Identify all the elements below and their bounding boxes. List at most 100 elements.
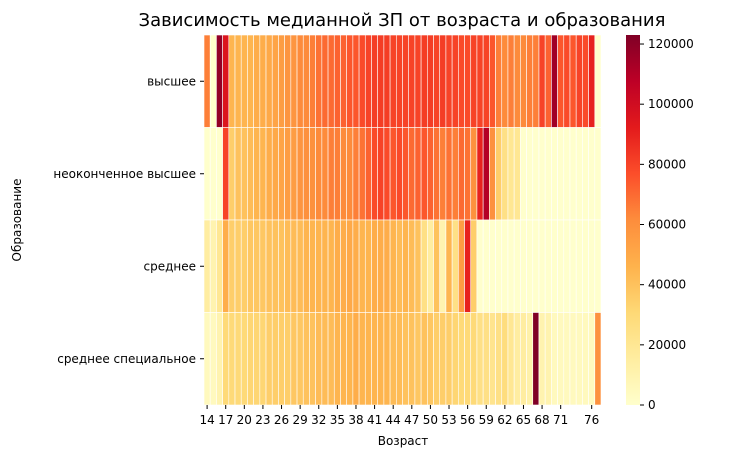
heatmap-cell	[290, 219, 298, 313]
heatmap-cell	[296, 219, 304, 313]
heatmap-cell	[520, 312, 527, 406]
heatmap-cell	[358, 34, 366, 128]
heatmap-cell	[247, 219, 254, 313]
heatmap-cell	[389, 34, 397, 128]
heatmap-cell	[588, 127, 596, 221]
heatmap-cell	[364, 312, 372, 406]
heatmap-cell	[247, 312, 254, 406]
x-tick-label: 35	[330, 413, 345, 427]
colorbar	[626, 35, 640, 405]
heatmap-cell	[389, 219, 397, 313]
x-tick-label: 26	[274, 413, 289, 427]
heatmap-cell	[259, 127, 267, 221]
heatmap-cell	[563, 127, 571, 221]
heatmap-cell	[228, 127, 236, 221]
heatmap-cell	[321, 127, 329, 221]
x-tick-label: 50	[423, 413, 438, 427]
heatmap-cell	[458, 34, 465, 128]
heatmap-cell	[476, 127, 484, 221]
heatmap-cell	[209, 219, 217, 313]
heatmap-cell	[489, 127, 496, 221]
heatmap-cell	[526, 127, 534, 221]
heatmap-cell	[203, 127, 211, 221]
heatmap-cell	[247, 34, 254, 128]
heatmap-cell	[526, 219, 534, 313]
heatmap-cell	[569, 127, 577, 221]
heatmap-cell	[216, 312, 223, 406]
colorbar-tick-label: 0	[648, 398, 656, 412]
heatmap-cell	[234, 219, 242, 313]
heatmap-cell	[395, 219, 403, 313]
heatmap-cell	[526, 312, 534, 406]
heatmap-cell	[420, 34, 428, 128]
x-tick-label: 76	[584, 413, 599, 427]
heatmap-cell	[408, 34, 416, 128]
heatmap-cell	[414, 219, 422, 313]
x-tick-label: 71	[553, 413, 568, 427]
y-axis: высшее неоконченное высшее среднее среднее …	[53, 74, 204, 366]
heatmap-cell	[495, 34, 503, 128]
heatmap-cell	[557, 312, 565, 406]
heatmap-cell	[544, 219, 552, 313]
heatmap-cell	[470, 127, 478, 221]
y-tick-label: среднее	[143, 259, 196, 273]
heatmap-cell	[557, 34, 565, 128]
heatmap-cell	[464, 127, 472, 221]
heatmap-cell	[340, 127, 347, 221]
heatmap-cell	[513, 34, 521, 128]
heatmap-cell	[501, 219, 509, 313]
x-tick-label: 53	[441, 413, 456, 427]
heatmap-cell	[309, 312, 316, 406]
heatmap-cell	[582, 127, 589, 221]
heatmap-cell	[364, 127, 372, 221]
heatmap-cell	[389, 127, 397, 221]
heatmap-cell	[383, 34, 391, 128]
heatmap-cell	[470, 219, 478, 313]
heatmap-cell	[371, 34, 378, 128]
heatmap-cell	[482, 312, 490, 406]
heatmap-cell	[445, 219, 453, 313]
heatmap-cell	[439, 312, 447, 406]
heatmap-cell	[203, 312, 211, 406]
heatmap-cell	[209, 127, 217, 221]
heatmap-cell	[464, 312, 472, 406]
heatmap-cell	[302, 219, 310, 313]
x-tick-label: 29	[293, 413, 308, 427]
heatmap-cell	[327, 34, 335, 128]
heatmap-cell	[302, 127, 310, 221]
chart-title: Зависимость медианной ЗП от возраста и о…	[139, 10, 666, 31]
heatmap-cell	[271, 312, 279, 406]
heatmap-cells	[203, 34, 602, 406]
heatmap-cell	[395, 34, 403, 128]
heatmap-cell	[222, 127, 230, 221]
heatmap-cell	[551, 34, 558, 128]
heatmap-cell	[563, 312, 571, 406]
heatmap-cell	[271, 219, 279, 313]
heatmap-cell	[203, 34, 211, 128]
heatmap-cell	[278, 127, 285, 221]
heatmap-cell	[588, 219, 596, 313]
heatmap-cell	[253, 312, 261, 406]
heatmap-cell	[377, 219, 385, 313]
x-tick-label: 68	[534, 413, 549, 427]
heatmap-cell	[582, 34, 589, 128]
heatmap-cell	[408, 127, 416, 221]
heatmap-cell	[340, 219, 347, 313]
heatmap-cell	[439, 127, 447, 221]
heatmap-cell	[327, 127, 335, 221]
heatmap-cell	[538, 312, 546, 406]
heatmap-cell	[265, 312, 273, 406]
heatmap-cell	[532, 34, 540, 128]
heatmap-cell	[414, 312, 422, 406]
heatmap-cell	[340, 312, 347, 406]
heatmap-cell	[228, 34, 236, 128]
heatmap-cell	[234, 127, 242, 221]
y-tick-label: высшее	[147, 74, 196, 88]
heatmap-cell	[346, 219, 354, 313]
heatmap-cell	[420, 312, 428, 406]
heatmap-cell	[259, 312, 267, 406]
x-tick-label: 47	[404, 413, 419, 427]
heatmap-cell	[575, 219, 583, 313]
heatmap-cell	[439, 34, 447, 128]
heatmap-cell	[532, 219, 540, 313]
